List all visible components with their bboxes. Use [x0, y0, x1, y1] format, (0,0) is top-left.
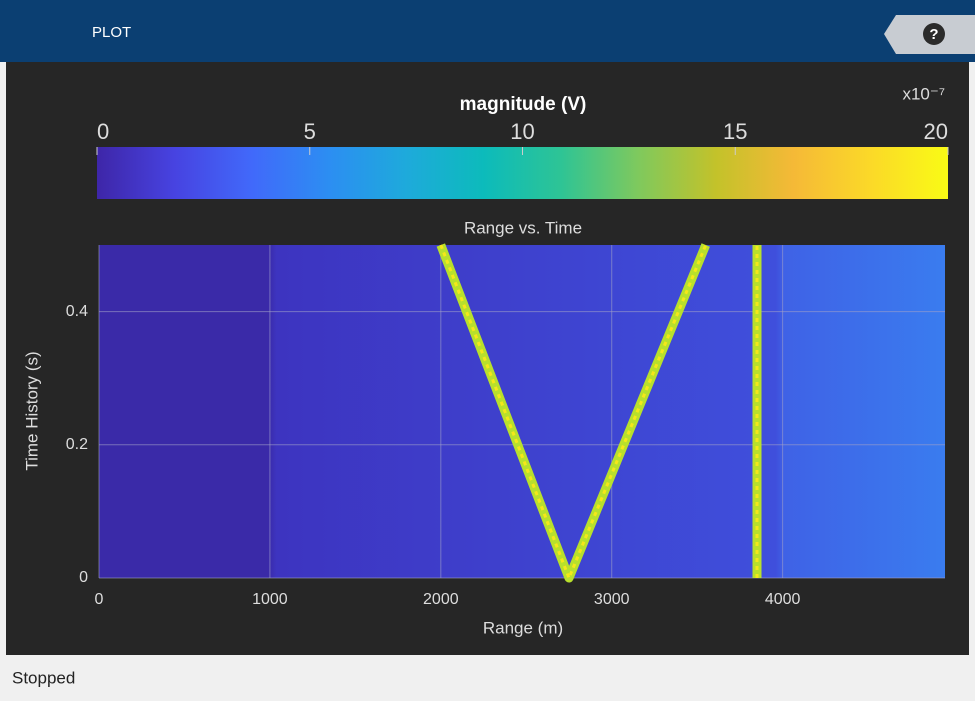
x-tick-label: 1000 — [252, 591, 288, 608]
x-axis-label: Range (m) — [483, 618, 563, 637]
colorbar-tick-label: 10 — [510, 119, 534, 144]
y-axis-label: Time History (s) — [22, 351, 41, 470]
toolbar — [0, 0, 975, 62]
x-tick-label: 4000 — [765, 591, 801, 608]
colorbar-tick-label: 0 — [97, 119, 109, 144]
heatmap-background — [99, 245, 945, 578]
colorbar-tick-label: 20 — [924, 119, 948, 144]
status-text: Stopped — [12, 668, 75, 687]
colorbar-title: magnitude (V) — [460, 94, 587, 115]
chart-title: Range vs. Time — [464, 218, 582, 237]
colorbar-tick-label: 15 — [723, 119, 747, 144]
x-tick-label: 2000 — [423, 591, 459, 608]
target-track — [436, 243, 710, 583]
status-bar — [0, 655, 975, 696]
plot-tab[interactable]: PLOT — [92, 24, 131, 41]
colorbar — [97, 147, 948, 199]
colorbar-tick-label: 5 — [304, 119, 316, 144]
x-tick-label: 0 — [95, 591, 104, 608]
y-tick-label: 0.4 — [66, 303, 88, 320]
plot-area — [98, 243, 945, 583]
colorbar-exponent: x10⁻⁷ — [902, 84, 945, 103]
x-tick-label: 3000 — [594, 591, 630, 608]
help-label[interactable]: ? — [929, 26, 938, 43]
help-icon[interactable] — [923, 23, 945, 45]
y-tick-label: 0 — [79, 569, 88, 586]
y-tick-label: 0.2 — [66, 436, 88, 453]
